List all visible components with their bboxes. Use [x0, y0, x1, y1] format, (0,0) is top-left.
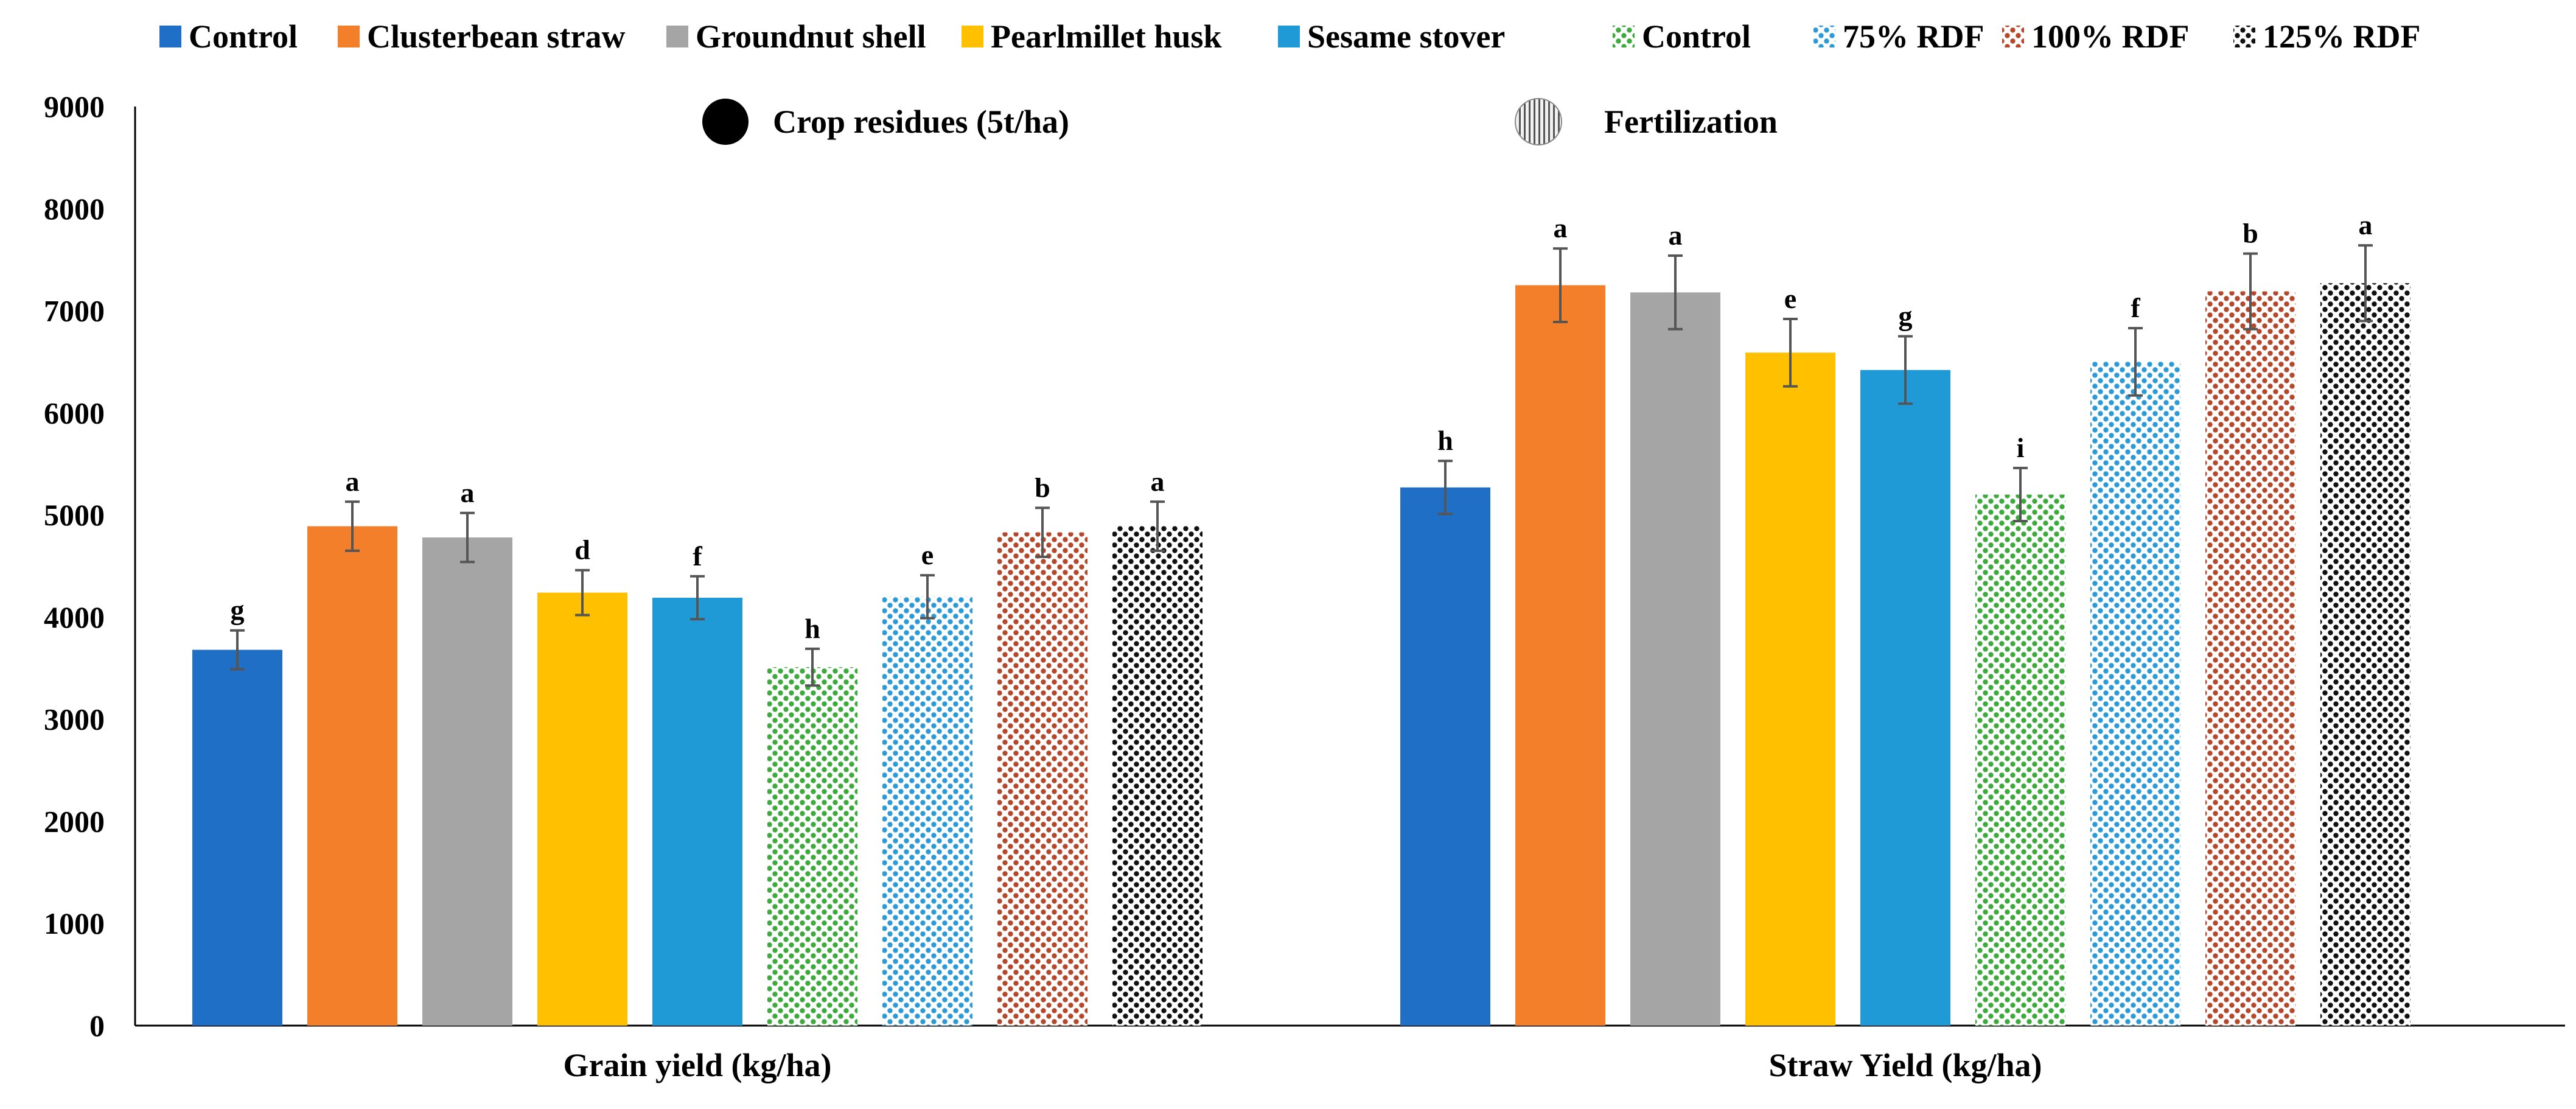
significance-letter: d [574, 534, 590, 565]
bar-75-rdf-fert-grain [882, 596, 972, 1026]
legend-swatch [2002, 26, 2024, 47]
significance-letter: h [805, 613, 820, 644]
legend-label: 125% RDF [2263, 18, 2420, 55]
y-tick-label: 4000 [44, 600, 105, 634]
legend-label: Pearlmillet husk [991, 18, 1221, 55]
bar-group-straw-yield-kg-ha: h a a e g i f b a Straw Yield (kg/ha) [1400, 209, 2410, 1083]
legend-swatch [2233, 26, 2255, 47]
bar-125-rdf-fert-grain [1112, 526, 1202, 1026]
significance-letter: f [693, 541, 702, 572]
y-tick-label: 6000 [44, 396, 105, 430]
y-tick-label: 2000 [44, 804, 105, 838]
significance-letter: a [1554, 212, 1568, 243]
significance-letter: a [1151, 466, 1165, 497]
legend-label: Control [189, 18, 298, 55]
bar-75-rdf-fert-straw [2090, 362, 2180, 1026]
significance-letter: i [2017, 432, 2025, 463]
x-category-label: Straw Yield (kg/ha) [1768, 1047, 2042, 1083]
bar-control-straw [1400, 487, 1490, 1026]
legend-swatch [962, 26, 983, 47]
legend-label: Sesame stover [1307, 18, 1505, 55]
legend-item-groundnut-shell: Groundnut shell [666, 18, 926, 55]
legend-label: 75% RDF [1843, 18, 1984, 55]
legend-swatch [1613, 26, 1635, 47]
bar-100-rdf-fert-grain [997, 532, 1087, 1026]
bar-clusterbean-straw-straw [1515, 285, 1605, 1026]
legend-swatch [1813, 26, 1835, 47]
bar-sesame-stover-grain [652, 598, 742, 1026]
bar-control-fert-grain [767, 667, 857, 1026]
significance-letter: a [1669, 220, 1683, 251]
legend-swatch [159, 26, 181, 47]
hatched-circle-icon [1515, 98, 1562, 145]
inner-legend: Crop residues (5t/ha) Fertilization [702, 98, 1778, 145]
bars: g a a d f h e b a Grain yield (kg/ha) h a a e g i f b a Str… [192, 209, 2410, 1083]
legend-item-sesame-stover: Sesame stover [1278, 18, 1505, 55]
significance-letter: e [1784, 283, 1796, 314]
legend-item-clusterbean-straw: Clusterbean straw [338, 18, 625, 55]
solid-circle-icon [702, 99, 749, 145]
inner-legend-fertilization: Fertilization [1515, 98, 1778, 145]
inner-legend-label: Fertilization [1604, 103, 1778, 140]
x-category-label: Grain yield (kg/ha) [563, 1047, 831, 1083]
y-tick-label: 8000 [44, 192, 105, 226]
bar-pearlmillet-husk-grain [537, 592, 627, 1026]
inner-legend-label: Crop residues (5t/ha) [773, 103, 1069, 140]
axes: 0 1000 2000 3000 4000 5000 6000 7000 8000 9000 [44, 89, 2565, 1043]
significance-letter: b [2243, 218, 2258, 249]
bar-groundnut-shell-straw [1630, 292, 1720, 1026]
bar-groundnut-shell-grain [422, 537, 512, 1026]
legend-item-75-rdf-fert: 75% RDF [1813, 18, 1984, 55]
y-tick-label: 9000 [44, 89, 105, 124]
bar-sesame-stover-straw [1860, 369, 1950, 1026]
significance-letter: b [1035, 472, 1050, 503]
significance-letter: a [346, 466, 360, 497]
bar-control-fert-straw [1975, 494, 2065, 1026]
significance-letter: a [2359, 209, 2373, 240]
bar-group-grain-yield-kg-ha: g a a d f h e b a Grain yield (kg/ha) [192, 466, 1202, 1083]
bar-100-rdf-fert-straw [2205, 291, 2295, 1026]
significance-letter: a [461, 477, 475, 508]
legend-label: Clusterbean straw [367, 18, 625, 55]
legend-item-control-fert: Control [1613, 18, 1751, 55]
bar-pearlmillet-husk-straw [1745, 352, 1835, 1026]
y-tick-label: 0 [89, 1009, 105, 1043]
legend-label: Control [1642, 18, 1751, 55]
legend-label: Groundnut shell [696, 18, 926, 55]
y-tick-label: 7000 [44, 294, 105, 328]
legend-label: 100% RDF [2031, 18, 2189, 55]
y-tick-label: 3000 [44, 702, 105, 736]
legend-item-control: Control [159, 18, 298, 55]
legend-swatch [666, 26, 688, 47]
legend-item-100-rdf-fert: 100% RDF [2002, 18, 2189, 55]
legend-swatch [338, 26, 360, 47]
significance-letter: h [1437, 425, 1453, 456]
legend-item-pearlmillet-husk: Pearlmillet husk [962, 18, 1221, 55]
significance-letter: f [2131, 292, 2140, 323]
bar-clusterbean-straw-grain [307, 526, 397, 1026]
legend-swatch [1278, 26, 1300, 47]
legend-item-125-rdf-fert: 125% RDF [2233, 18, 2420, 55]
inner-legend-crop-residues-5t-ha: Crop residues (5t/ha) [702, 99, 1069, 145]
bar-125-rdf-fert-straw [2320, 283, 2410, 1026]
y-tick-label: 1000 [44, 906, 105, 940]
bar-control-grain [192, 649, 282, 1026]
y-tick-label: 5000 [44, 498, 105, 532]
significance-letter: g [1899, 301, 1913, 332]
significance-letter: g [231, 595, 245, 626]
significance-letter: e [921, 539, 934, 570]
legend: Control Clusterbean straw Groundnut shell P… [159, 18, 2420, 55]
